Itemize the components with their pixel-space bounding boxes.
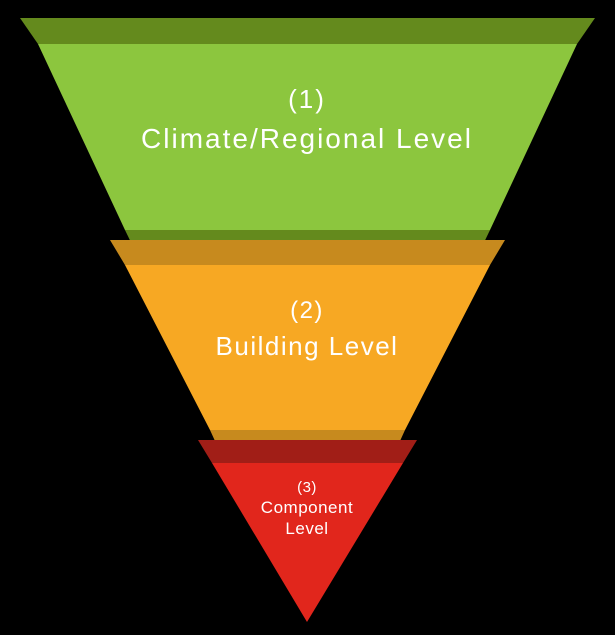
level3-title-line2: Level — [285, 519, 328, 538]
level2-title: Building Level — [216, 331, 399, 361]
level3-rim — [198, 440, 417, 463]
level1-rim — [20, 18, 595, 44]
funnel-diagram: (1) Climate/Regional Level (2) Building … — [0, 0, 615, 635]
level1-index: (1) — [288, 84, 326, 114]
level3-title-line1: Component — [261, 498, 353, 517]
level1-title: Climate/Regional Level — [141, 123, 473, 154]
level2-rim — [110, 240, 505, 265]
level2-index: (2) — [290, 297, 324, 324]
level3-index: (3) — [297, 479, 317, 496]
